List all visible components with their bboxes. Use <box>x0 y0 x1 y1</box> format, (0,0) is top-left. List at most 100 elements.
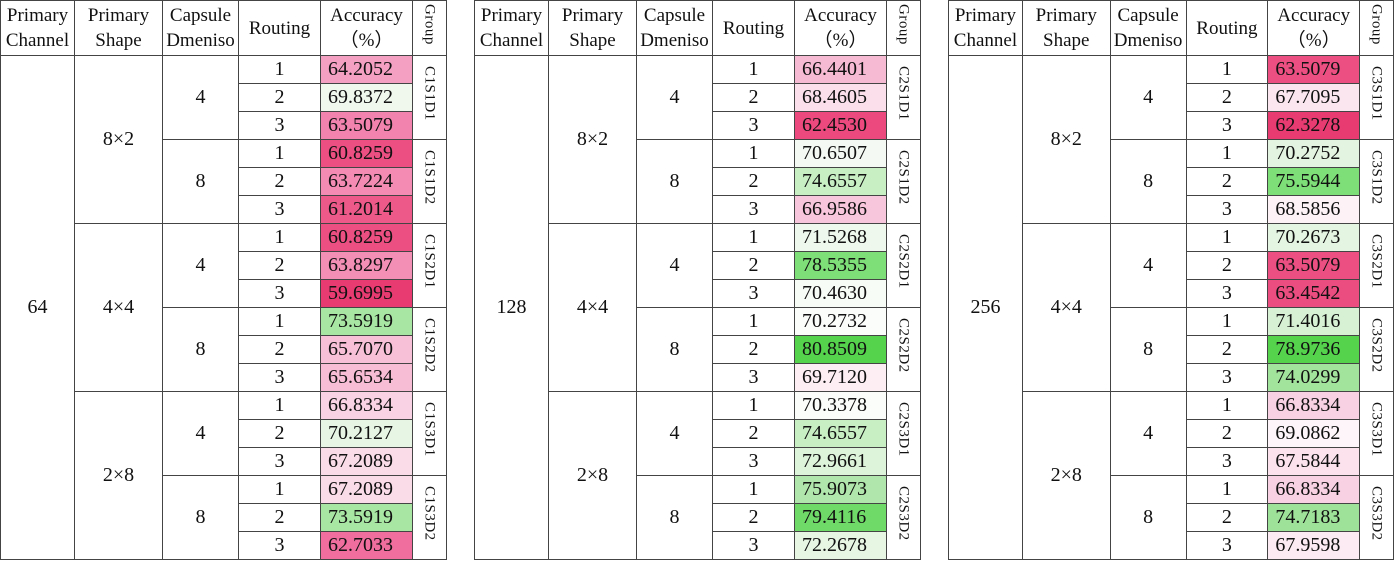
primary-channel-value: 256 <box>948 55 1023 560</box>
header-group: Group <box>412 0 447 56</box>
accuracy-value: 78.5355 <box>794 251 887 280</box>
table-row: 3 63.5079 <box>1 111 447 140</box>
table-row: 8 1 73.5919 C1S2D2 <box>1 307 447 392</box>
routing-value: 2 <box>712 83 795 112</box>
accuracy-value: 67.2089 <box>320 475 413 504</box>
routing-value: 1 <box>1185 307 1269 336</box>
table-row: 3 65.6534 <box>1 363 447 392</box>
accuracy-value: 62.3278 <box>1267 111 1361 140</box>
group-label-text: C1S3D1 <box>421 402 438 457</box>
accuracy-value: 60.8259 <box>320 223 413 252</box>
table-row: 2×8 4 1 70.3378 C2S3D1 <box>475 391 921 560</box>
table-row: 3 69.7120 <box>475 363 921 392</box>
group-label: C1S2D2 <box>412 307 447 392</box>
group-label: C3S3D2 <box>1359 475 1394 560</box>
routing-value: 2 <box>712 419 795 448</box>
table-row: 2 63.7224 <box>1 167 447 196</box>
accuracy-table-channel-64: Primary Channel Primary Shape Capsule Dmeniso… <box>0 0 447 560</box>
accuracy-value: 65.7070 <box>320 335 413 364</box>
group-label-text: C3S3D2 <box>1368 486 1385 541</box>
routing-value: 3 <box>1185 279 1269 308</box>
header-group-text: Group <box>895 4 912 45</box>
header-routing: Routing <box>712 0 795 56</box>
group-label: C3S2D1 <box>1359 223 1394 308</box>
accuracy-table-channel-256: Primary Channel Primary Shape Capsule Dmeniso… <box>948 0 1394 560</box>
routing-value: 3 <box>1185 531 1269 560</box>
table-row: 8 1 66.8334 C3S3D2 <box>949 475 1394 560</box>
header-accuracy-line-1: Accuracy <box>1277 5 1351 26</box>
header-row: Primary Channel Primary Shape Capsule Dmeniso… <box>948 0 1394 56</box>
accuracy-value: 74.6557 <box>794 419 887 448</box>
header-capsule-dimension-line-1: Capsule <box>1117 5 1179 26</box>
routing-value: 1 <box>1185 391 1269 420</box>
group-label-text: C1S3D2 <box>421 486 438 541</box>
routing-value: 1 <box>1185 139 1269 168</box>
group-label: C2S2D2 <box>886 307 921 392</box>
accuracy-value: 62.4530 <box>794 111 887 140</box>
table-row: 256 8×2 4 1 63.5079 C3S1D1 <box>948 55 1394 560</box>
primary-channel-value: 128 <box>474 55 549 560</box>
accuracy-value: 74.7183 <box>1267 503 1361 532</box>
header-row: Primary Channel Primary Shape Capsule Dmeniso… <box>474 0 921 56</box>
routing-value: 3 <box>1185 447 1269 476</box>
accuracy-value: 71.4016 <box>1267 307 1361 336</box>
header-primary-shape-line-2: Shape <box>1043 30 1090 51</box>
routing-value: 1 <box>1185 223 1269 252</box>
routing-value: 2 <box>712 251 795 280</box>
routing-value: 1 <box>712 391 795 420</box>
table-row: 3 70.4630 <box>475 279 921 308</box>
header-primary-shape-line-1: Primary <box>561 5 624 26</box>
header-routing: Routing <box>1185 0 1269 56</box>
accuracy-value: 63.7224 <box>320 167 413 196</box>
routing-value: 3 <box>712 279 795 308</box>
capsule-dimension-value: 4 <box>162 223 239 308</box>
accuracy-value: 73.5919 <box>320 307 413 336</box>
header-primary-channel-line-1: Primary <box>954 5 1017 26</box>
header-accuracy: Accuracy （%） <box>1267 0 1361 56</box>
capsule-dimension-value: 8 <box>1109 475 1187 560</box>
table-row: 128 8×2 4 1 66.4401 C2S1D1 <box>474 55 921 560</box>
primary-shape-value: 2×8 <box>74 391 163 560</box>
routing-value: 1 <box>238 307 321 336</box>
accuracy-value: 73.5919 <box>320 503 413 532</box>
group-label-text: C1S2D2 <box>421 318 438 373</box>
capsule-dimension-value: 4 <box>636 391 713 476</box>
table-row: 2 78.9736 <box>949 335 1394 364</box>
header-group: Group <box>1359 0 1394 56</box>
primary-shape-value: 2×8 <box>548 391 637 560</box>
accuracy-value: 63.4542 <box>1267 279 1361 308</box>
capsule-dimension-value: 4 <box>1109 55 1187 140</box>
routing-value: 3 <box>1185 363 1269 392</box>
accuracy-value: 75.5944 <box>1267 167 1361 196</box>
header-primary-shape-line-2: Shape <box>95 30 142 51</box>
header-routing-text: Routing <box>248 17 311 39</box>
group-label-text: C2S1D2 <box>895 150 912 205</box>
routing-value: 2 <box>238 335 321 364</box>
table-row: 8 1 75.9073 C2S3D2 <box>475 475 921 560</box>
group-label-text: C2S3D2 <box>895 486 912 541</box>
routing-value: 3 <box>238 195 321 224</box>
routing-value: 3 <box>238 111 321 140</box>
table-row: 3 63.4542 <box>949 279 1394 308</box>
accuracy-value: 63.5079 <box>320 111 413 140</box>
group-label-text: C3S1D1 <box>1368 66 1385 121</box>
table-row: 3 62.7033 <box>1 531 447 560</box>
group-label: C1S2D1 <box>412 223 447 308</box>
routing-value: 3 <box>712 531 795 560</box>
routing-value: 2 <box>1185 503 1269 532</box>
table-row: 2 68.4605 <box>475 83 921 112</box>
accuracy-value: 80.8509 <box>794 335 887 364</box>
routing-value: 2 <box>712 335 795 364</box>
routing-value: 2 <box>1185 335 1269 364</box>
header-primary-channel-line-2: Channel <box>479 30 544 51</box>
group-label: C3S1D2 <box>1359 139 1394 224</box>
capsule-dimension-value: 4 <box>636 55 713 140</box>
header-group-text: Group <box>1368 4 1385 45</box>
routing-value: 2 <box>1185 251 1269 280</box>
accuracy-value: 75.9073 <box>794 475 887 504</box>
primary-shape-value: 8×2 <box>548 55 637 224</box>
accuracy-value: 67.5844 <box>1267 447 1361 476</box>
routing-value: 2 <box>238 167 321 196</box>
accuracy-value: 63.5079 <box>1267 251 1361 280</box>
accuracy-value: 78.9736 <box>1267 335 1361 364</box>
